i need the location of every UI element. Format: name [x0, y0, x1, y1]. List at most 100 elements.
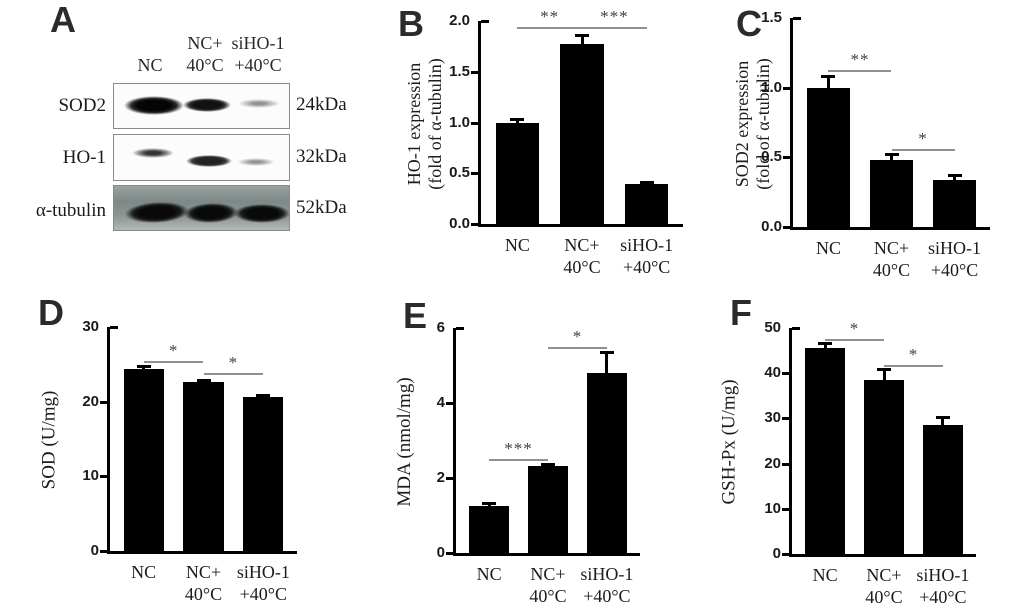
significance-line [582, 27, 647, 30]
protein-label-tubulin: α-tubulin [35, 200, 106, 221]
panel-letter-d: D [38, 292, 64, 333]
significance-line [828, 69, 892, 72]
significance-label: ** [850, 49, 870, 69]
error-bar-stem [605, 350, 609, 375]
error-bar-stem [142, 365, 146, 371]
plot-area: 0 2 4 6 NC NC+ 40°C siHO-1 +40°C *** * [437, 319, 640, 606]
bar-1 [805, 347, 845, 554]
x-category-label: siHO-1 +40°C [580, 564, 634, 606]
significance-line [489, 459, 548, 462]
error-bar-stem [826, 75, 830, 90]
bar-1 [123, 368, 164, 551]
protein-band [124, 200, 190, 225]
y-tick-label: 1.5 [761, 9, 782, 26]
y-tick-label: 4 [436, 394, 445, 411]
panel-e-chart: E MDA (nmol/mg) 0 2 4 6 NC NC+ 40°C siHO-1 +40… [350, 290, 700, 613]
blot-strip-ho1 [113, 134, 290, 181]
axis-top-tick [793, 17, 801, 20]
protein-band [234, 204, 289, 223]
significance-label: * [908, 345, 919, 365]
significance-line [884, 365, 943, 368]
y-tick-mark [446, 552, 453, 555]
y-tick-label: 40 [764, 364, 781, 382]
kda-label-24: 24kDa [296, 94, 347, 115]
bar-2 [864, 379, 904, 554]
kda-label-52: 52kDa [296, 197, 347, 218]
y-tick-label: 2.0 [449, 12, 470, 29]
x-category-label: siHO-1 +40°C [620, 235, 674, 277]
y-tick-label: 1.0 [761, 78, 782, 96]
bar-1 [495, 122, 540, 224]
y-axis-title: MDA (nmol/mg) [394, 377, 415, 507]
error-bar-stem [645, 180, 649, 187]
protein-band [186, 155, 232, 167]
y-axis-title: GSH-Px (U/mg) [718, 379, 740, 505]
plot-area: 0 10 20 30 NC NC+ 40°C siHO-1 +40°C * * [82, 318, 297, 604]
blot-strip-tubulin [113, 185, 290, 231]
x-category-label: siHO-1 +40°C [916, 565, 970, 607]
protein-band [124, 96, 184, 115]
y-tick-label: 50 [764, 319, 781, 336]
y-tick-mark [782, 462, 789, 466]
panel-f-chart: F GSH-Px (U/mg) 0 10 20 30 40 50 NC NC+ 40°C siH… [700, 290, 1020, 613]
y-tick-mark [100, 475, 107, 479]
error-bar-stem [882, 368, 886, 382]
y-tick-label: 1.5 [449, 62, 470, 80]
x-category-label: NC+ 40°C [184, 562, 223, 604]
significance-label: *** [504, 439, 533, 459]
axis-top-tick [456, 327, 464, 330]
x-category-label: NC+ 40°C [872, 238, 911, 280]
y-tick-label: 0.5 [761, 148, 782, 166]
significance-line [203, 372, 264, 375]
panel-c-chart: C SOD2 expression (fold of α-tubulin) 0.… [700, 0, 1020, 290]
lane-header-nc: NC [137, 55, 163, 75]
significance-label: * [228, 352, 239, 372]
y-tick-mark [783, 226, 790, 229]
error-bar-stem [823, 341, 827, 350]
y-tick-mark [471, 223, 478, 226]
bar-2 [528, 465, 568, 553]
x-category-label: NC [476, 564, 502, 584]
x-category-label: NC [815, 238, 841, 258]
y-tick-label: 0 [772, 545, 781, 562]
y-tick-label: 6 [436, 319, 445, 336]
y-tick-mark [782, 417, 789, 421]
y-tick-label: 10 [82, 467, 99, 485]
plot-area: 0.0 0.5 1.0 1.5 NC NC+ 40°C siHO-1 +40°C ** * [761, 9, 990, 280]
y-tick-mark [446, 402, 453, 405]
error-bar-stem [580, 33, 584, 47]
x-category-label: siHO-1 +40°C [928, 238, 982, 280]
bar-3 [923, 425, 963, 554]
y-tick-label: 30 [82, 318, 99, 335]
y-tick-mark [100, 550, 107, 553]
y-tick-label: 2 [436, 469, 445, 486]
bar-3 [243, 397, 284, 551]
y-tick-label: 20 [764, 454, 781, 472]
significance-label: ** [540, 7, 560, 27]
bar-1 [469, 505, 509, 553]
y-tick-label: 10 [764, 499, 781, 517]
y-tick-mark [782, 507, 789, 511]
bar-3 [624, 184, 669, 224]
y-axis-title: SOD2 expression (fold of α-tubulin) [732, 58, 773, 190]
y-tick-label: 20 [82, 392, 99, 410]
y-tick-mark [783, 86, 790, 90]
protein-band [183, 202, 239, 224]
bar-2 [560, 44, 604, 224]
y-tick-mark [471, 70, 478, 74]
bar-2 [870, 160, 913, 227]
error-bar-stem [953, 173, 957, 182]
y-tick-label: 0 [90, 542, 99, 559]
significance-line [891, 148, 955, 151]
x-category-label: NC+ 40°C [529, 564, 567, 606]
protein-label-ho1: HO-1 [62, 147, 106, 168]
error-bar-stem [941, 415, 945, 428]
y-tick-mark [446, 477, 453, 480]
x-category-label: NC+ 40°C [563, 235, 601, 277]
y-axis-title: SOD (U/mg) [38, 390, 60, 490]
significance-line [548, 346, 607, 349]
protein-band [132, 148, 174, 158]
panel-letter-b: B [398, 3, 424, 44]
bar-3 [587, 373, 627, 553]
